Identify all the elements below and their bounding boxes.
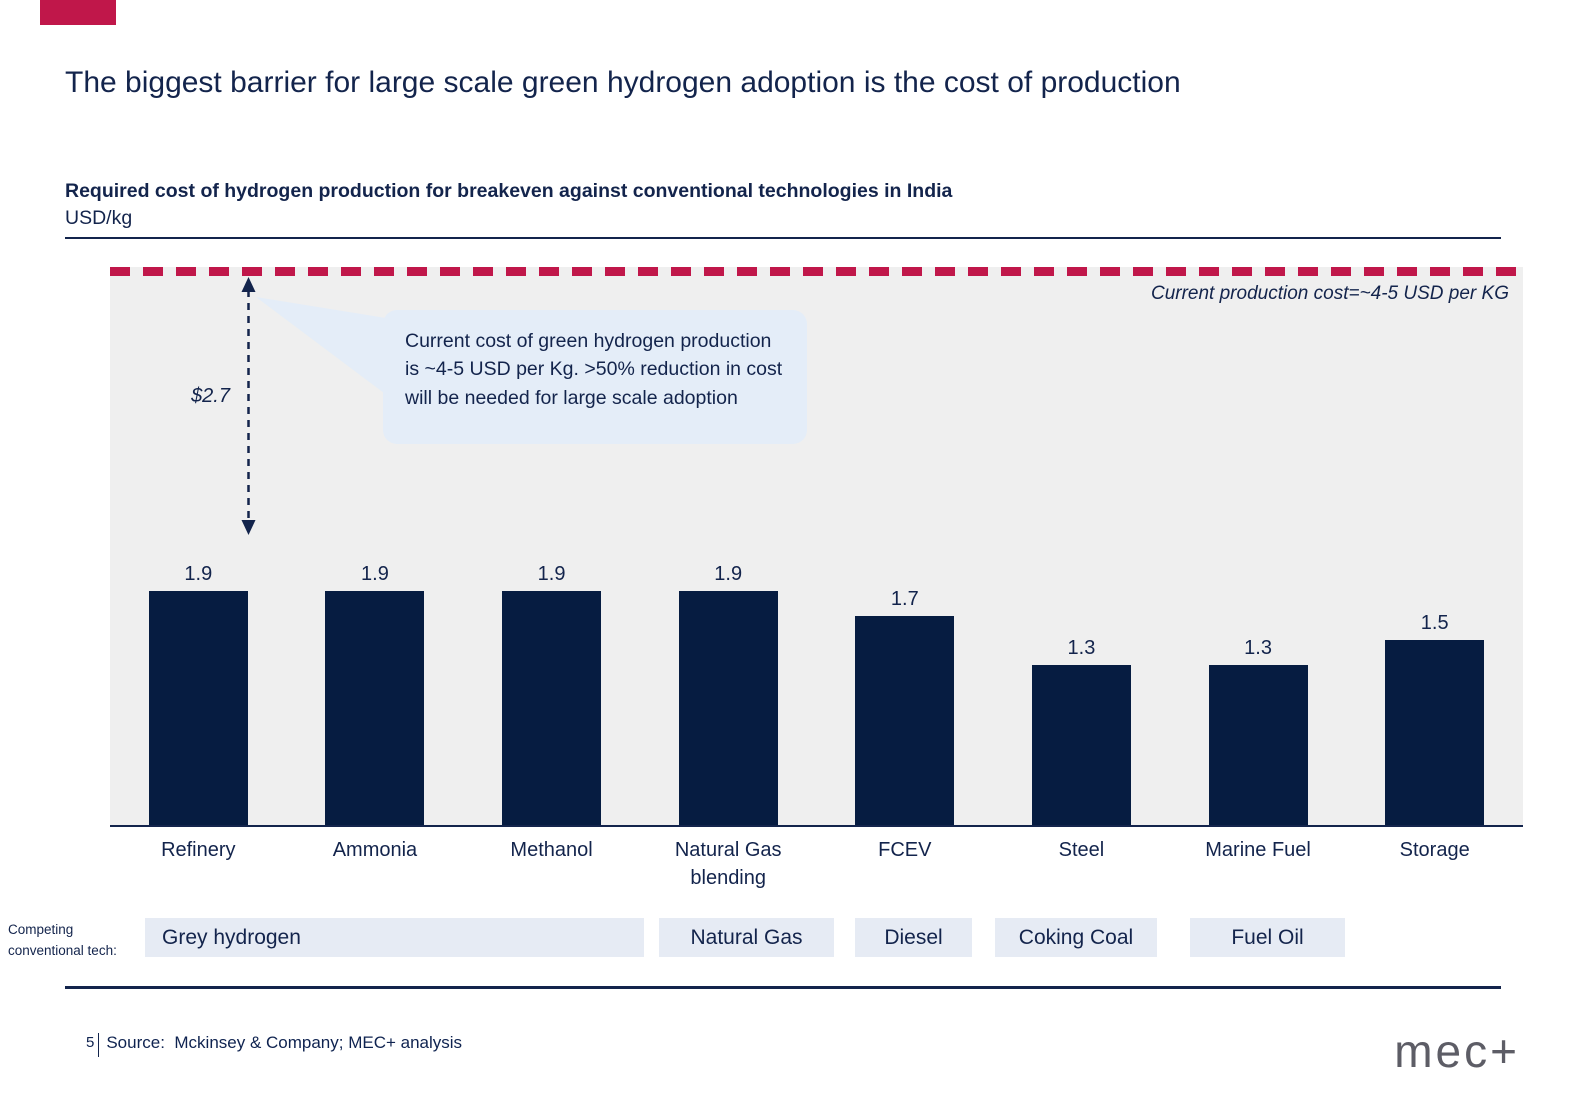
footer: 5 Source: Mckinsey & Company; MEC+ analy… (86, 1033, 462, 1057)
competing-tech-box: Coking Coal (995, 918, 1157, 957)
category-label: Marine Fuel (1205, 839, 1311, 861)
bar-column: 1.9 (463, 563, 640, 825)
gap-arrow (241, 277, 256, 535)
bar-value-label: 1.7 (890, 588, 919, 610)
competing-tech-box: Natural Gas (659, 918, 834, 957)
category-label: Natural Gas blending (674, 839, 782, 889)
category-label: Storage (1399, 839, 1470, 861)
category-label: Refinery (161, 839, 236, 861)
bar-column: 1.3 (993, 637, 1170, 825)
bar (1385, 640, 1485, 825)
bar (325, 591, 425, 825)
heading-rule (65, 237, 1501, 239)
bar-column: 1.7 (817, 588, 994, 825)
category-label: FCEV (878, 839, 932, 861)
category-labels-row: Refinery Ammonia Methanol Natural Gas blend… (110, 836, 1523, 892)
bar (148, 591, 248, 825)
gap-value-label: $2.7 (191, 385, 230, 407)
mec-plus-logo: mec+ (1394, 1025, 1520, 1077)
bar-value-label: 1.3 (1244, 637, 1272, 659)
bar (678, 591, 778, 825)
competing-tech-label-line1: Competing (8, 922, 74, 937)
bar-value-label: 1.9 (361, 563, 389, 585)
bar-column: 1.9 (640, 563, 817, 825)
page-title: The biggest barrier for large scale gree… (65, 66, 1181, 99)
bar (855, 616, 955, 825)
reference-line-label: Current production cost=~4-5 USD per KG (1150, 283, 1509, 304)
slide-accent-marker (40, 0, 116, 25)
bar (502, 591, 602, 825)
bar-value-label: 1.3 (1067, 637, 1096, 659)
category-label: Steel (1058, 839, 1105, 861)
bars-row: 1.9 1.9 1.9 1.9 1.7 1.3 1.3 1.5 (110, 267, 1523, 825)
footer-divider (98, 1033, 100, 1057)
chart-heading: Required cost of hydrogen production for… (65, 180, 953, 202)
source-text: Source: Mckinsey & Company; MEC+ analysi… (106, 1033, 463, 1052)
competing-tech-label: Competing conventional tech: (8, 920, 133, 962)
competing-tech-box: Grey hydrogen (145, 918, 644, 957)
page-number: 5 (86, 1034, 95, 1051)
bar-value-label: 1.9 (184, 563, 213, 585)
bar-column: 1.5 (1346, 612, 1523, 825)
category-label: Ammonia (332, 839, 418, 861)
callout-box: Current cost of green hydrogen productio… (383, 310, 807, 444)
plot-area: Current production cost=~4-5 USD per KG … (110, 267, 1523, 827)
competing-tech-box: Diesel (855, 918, 972, 957)
footer-rule (65, 986, 1501, 989)
bar (1031, 665, 1131, 825)
bar-value-label: 1.9 (714, 563, 743, 585)
reference-dashed-line (110, 267, 1523, 276)
bar (1208, 665, 1308, 825)
category-label: Methanol (510, 839, 593, 861)
bar-column: 1.9 (110, 563, 287, 825)
bar-value-label: 1.5 (1420, 612, 1449, 634)
bar-column: 1.3 (1170, 637, 1347, 825)
bar-column: 1.9 (287, 563, 464, 825)
competing-tech-box: Fuel Oil (1190, 918, 1345, 957)
chart-unit-label: USD/kg (65, 207, 133, 229)
bar-value-label: 1.9 (537, 563, 566, 585)
competing-tech-label-line2: conventional tech: (8, 942, 117, 958)
